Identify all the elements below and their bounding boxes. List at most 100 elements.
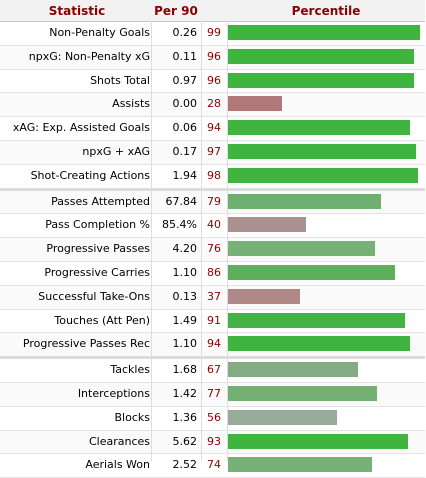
table-row: Successful Take-Ons 0.13 37 [0,285,425,310]
header-per90[interactable]: Per 90 [154,4,198,18]
table-row: Shot-Creating Actions 1.94 98 [0,165,425,191]
header-statistic[interactable]: Statistic [48,4,106,18]
percentile-bar [228,336,411,352]
percentile-bar-track [228,336,422,352]
table-row: Blocks 1.36 56 [0,407,425,431]
table-row: Shots Total 0.97 96 [0,70,425,94]
percentile-bar [228,96,283,112]
per90-value: 1.10 [172,337,198,351]
percentile-value: 77 [207,386,221,400]
percentile-value: 99 [207,26,221,39]
percentile-value: 28 [207,97,221,111]
table-row: Progressive Passes Rec 1.10 94 [0,333,425,360]
stat-label: Progressive Carries [44,265,150,279]
stat-label: Clearances [88,434,150,448]
per90-value: 1.36 [172,410,198,424]
percentile-value: 98 [207,168,221,182]
percentile-bar [228,48,415,64]
percentile-bar-track [228,241,422,257]
percentile-bar [228,457,372,473]
stat-label: Shots Total [90,73,150,87]
percentile-bar-track [228,288,422,304]
stat-label: Non-Penalty Goals [49,26,150,39]
percentile-bar-track [228,193,422,209]
percentile-bar [228,385,378,401]
percentile-value: 96 [207,49,221,63]
table-row: xAG: Exp. Assisted Goals 0.06 94 [0,117,425,141]
stat-label: Touches (Att Pen) [54,313,150,327]
header-percentile[interactable]: Percentile [291,4,361,18]
stat-label: Successful Take-Ons [38,289,150,303]
percentile-value: 97 [207,144,221,158]
percentile-bar [228,433,409,449]
stat-label: npxG: Non-Penalty xG [28,49,150,63]
stat-label: Blocks [114,410,150,424]
percentile-bar [228,288,300,304]
per90-value: 0.17 [172,144,198,158]
table-body: Non-Penalty Goals 0.26 99 npxG: Non-Penalty… [0,22,425,478]
percentile-bar [228,143,417,159]
percentile-value: 37 [207,289,221,303]
percentile-value: 94 [207,337,221,351]
table-row: Aerials Won 2.52 74 [0,454,425,478]
table-row: Tackles 1.68 67 [0,359,425,383]
table-row: Interceptions 1.42 77 [0,382,425,407]
percentile-bar [228,167,419,183]
percentile-bar-track [228,362,422,378]
table-row: Progressive Carries 1.10 86 [0,262,425,286]
per90-value: 1.42 [172,386,198,400]
percentile-bar-track [228,409,422,425]
stat-label: Assists [112,97,150,111]
per90-value: 0.26 [172,26,198,39]
percentile-bar-track [228,385,422,401]
table-header: Statistic Per 90 Percentile [0,0,425,22]
per90-value: 1.10 [172,265,198,279]
column-divider [201,21,202,461]
per90-value: 2.52 [172,458,198,472]
table-row: Touches (Att Pen) 1.49 91 [0,310,425,334]
percentile-bar-track [228,25,422,40]
percentile-bar [228,193,382,209]
stat-label: Pass Completion % [45,218,150,232]
percentile-value: 40 [207,218,221,232]
percentile-value: 93 [207,434,221,448]
per90-value: 0.00 [172,97,198,111]
stat-label: Aerials Won [85,458,150,472]
per90-value: 4.20 [172,242,198,256]
table-row: Non-Penalty Goals 0.26 99 [0,22,425,46]
stat-label: Interceptions [77,386,150,400]
percentile-bar [228,409,337,425]
column-divider [151,21,152,461]
percentile-value: 94 [207,121,221,135]
stat-label: npxG + xAG [82,144,150,158]
table-row: npxG + xAG 0.17 97 [0,140,425,165]
percentile-bar [228,217,306,233]
per90-value: 0.97 [172,73,198,87]
table-row: Assists 0.00 28 [0,93,425,118]
stat-label: Passes Attempted [51,194,150,208]
stat-label: Progressive Passes Rec [22,337,150,351]
stat-label: Shot-Creating Actions [30,168,150,182]
table-row: Clearances 5.62 93 [0,430,425,455]
percentile-bar [228,72,415,88]
stat-label: Progressive Passes [46,242,150,256]
per90-value: 0.13 [172,289,198,303]
percentile-bar-track [228,143,422,159]
table-row: Passes Attempted 67.84 79 [0,190,425,215]
per90-value: 1.94 [172,168,198,182]
percentile-value: 67 [207,363,221,377]
percentile-bar [228,312,405,328]
percentile-bar-track [228,433,422,449]
per90-value: 85.4% [162,218,197,232]
per90-value: 67.84 [165,194,198,208]
percentile-value: 86 [207,265,221,279]
percentile-bar-track [228,457,422,473]
per90-value: 0.06 [172,121,198,135]
percentile-bar [228,25,421,40]
percentile-value: 56 [207,410,221,424]
percentile-bar-track [228,264,422,280]
column-divider [227,21,228,461]
table-row: Progressive Passes 4.20 76 [0,238,425,262]
table-row: Pass Completion % 85.4% 40 [0,214,425,239]
